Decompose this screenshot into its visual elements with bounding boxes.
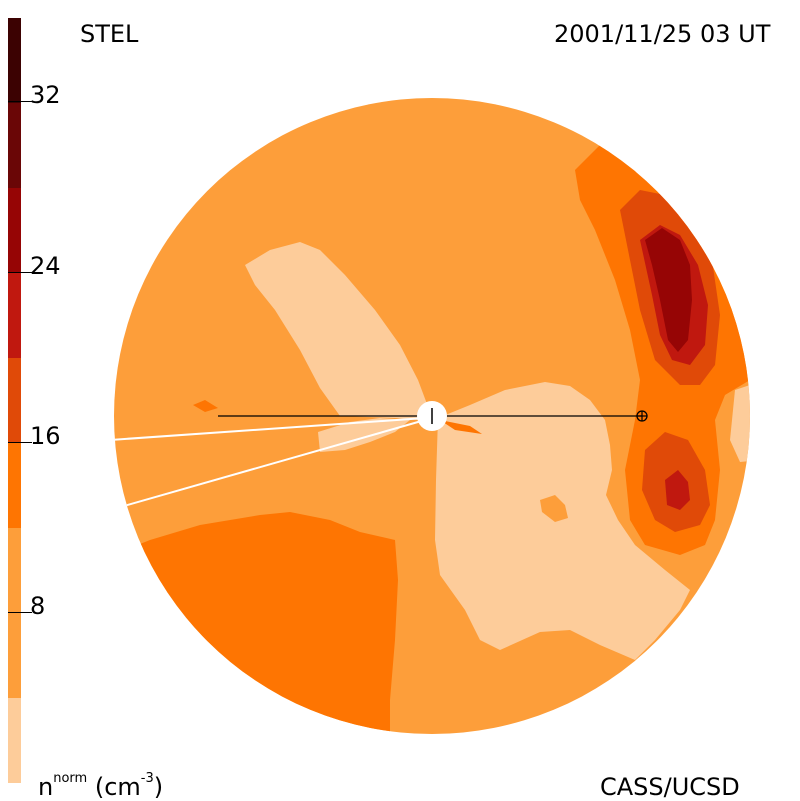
colorbar	[8, 18, 21, 783]
colorbar-tick-16	[8, 442, 32, 443]
colorbar-level-7	[8, 103, 21, 188]
unit-close: )	[153, 773, 164, 801]
colorbar-level-3	[8, 443, 21, 528]
contour-lower-left	[114, 512, 398, 734]
contour-center-wedge	[440, 420, 482, 434]
colorbar-level-5	[8, 273, 21, 358]
colorbar-level-1	[8, 698, 21, 783]
contour-left-blip	[193, 400, 218, 412]
colorbar-tick-8	[8, 612, 32, 613]
contour-right-level-6-upper	[645, 228, 692, 352]
station-label: STEL	[80, 20, 139, 48]
cut-line-upper	[114, 417, 426, 441]
colorbar-level-4	[8, 358, 21, 443]
contour-right-edge-light	[730, 385, 750, 462]
unit-superscript: norm	[53, 771, 88, 786]
colorbar-level-2	[8, 528, 21, 698]
unit-exponent: -3	[140, 771, 154, 786]
colorbar-level-8	[8, 18, 21, 103]
contour-right-level-5-lower	[665, 470, 690, 510]
colorbar-tick-label-8: 8	[30, 592, 46, 620]
contour-small-island	[540, 495, 568, 522]
colorbar-tick-32	[8, 101, 32, 102]
colorbar-tick-24	[8, 272, 32, 273]
colorbar-tick-label-32: 32	[30, 81, 61, 109]
colorbar-tick-label-16: 16	[30, 422, 61, 450]
unit-rest: (cm	[94, 773, 141, 801]
timestamp-label: 2001/11/25 03 UT	[554, 20, 771, 48]
credit-label: CASS/UCSD	[600, 773, 740, 801]
colorbar-tick-label-24: 24	[30, 252, 61, 280]
contour-upper-light-wedge	[245, 242, 430, 420]
unit-base: n	[38, 773, 54, 801]
cut-line-lower	[114, 419, 426, 511]
colorbar-level-6	[8, 188, 21, 273]
contour-lower-right-light	[435, 382, 690, 660]
colorbar-unit-label: nnorm (cm-3)	[38, 772, 164, 801]
